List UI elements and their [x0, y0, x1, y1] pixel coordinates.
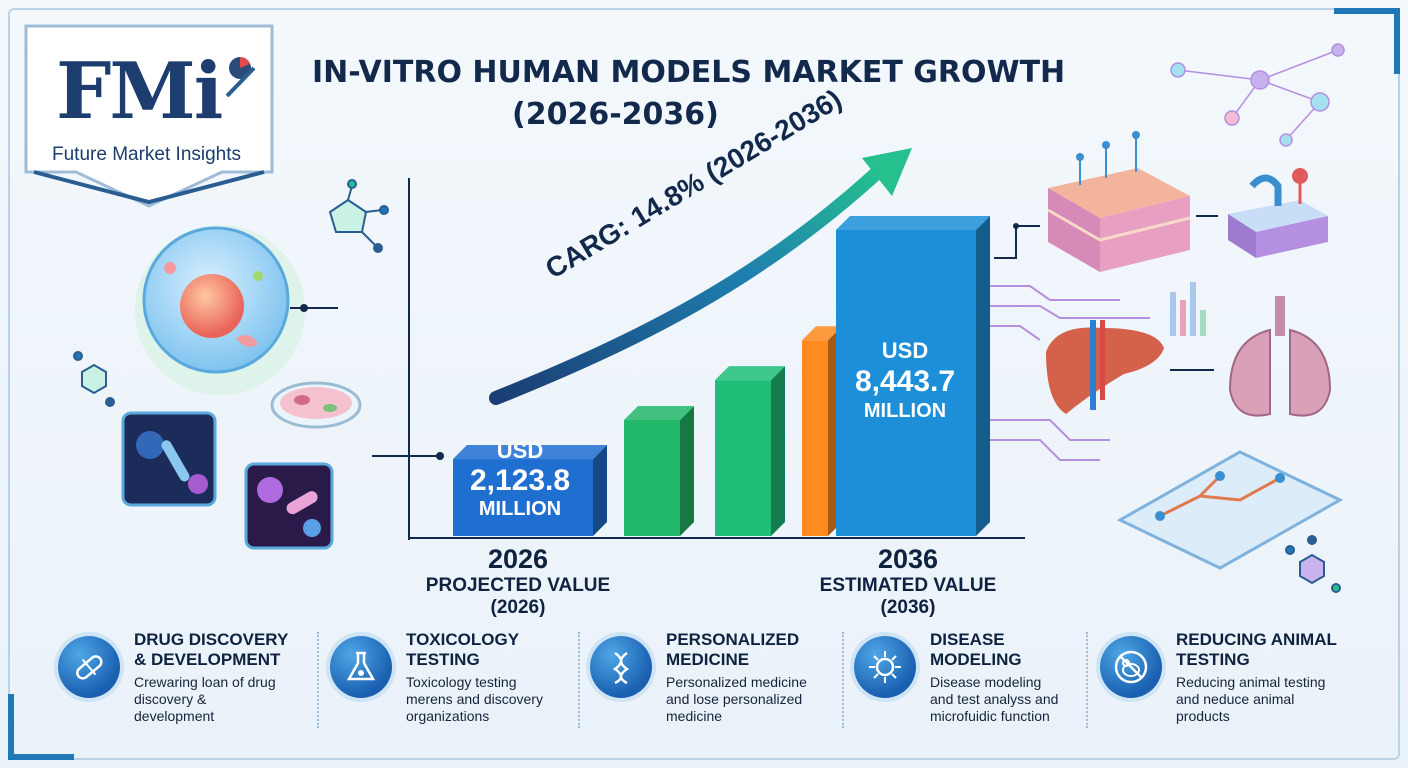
feature-divider — [842, 632, 844, 728]
bar-5 — [836, 216, 990, 536]
mini-bar-chart-illustration — [1170, 282, 1206, 336]
feature-description: Personalized medicine and lose personaliz… — [666, 674, 807, 724]
logo-mark: FMi — [56, 46, 223, 137]
end-year: 2036 — [877, 544, 939, 574]
feature-title: DISEASE MODELING — [930, 630, 1022, 669]
feature-divider — [578, 632, 580, 728]
feature-divider — [317, 632, 319, 728]
start-value-label: USD 2,123.8 MILLION — [455, 438, 585, 521]
feature-title: DRUG DISCOVERY & DEVELOPMENT — [134, 630, 289, 669]
capsule-icon — [58, 636, 120, 698]
logo-badge-shape — [24, 24, 274, 208]
bar-3 — [715, 366, 785, 536]
virus-icon — [854, 636, 916, 698]
feature-personalized-medicine: PERSONALIZED MEDICINE Personalized medici… — [572, 624, 842, 734]
title-line-1: IN-VITRO HUMAN MODELS MARKET GROWTH — [312, 55, 1066, 90]
end-unit: MILLION — [863, 400, 947, 422]
feature-title: REDUCING ANIMAL TESTING — [1176, 630, 1337, 669]
bar-1 — [453, 445, 607, 536]
feature-reducing-animal-testing: REDUCING ANIMAL TESTING Reducing animal t… — [1082, 624, 1372, 734]
feature-description: Disease modeling and test analyss and micr… — [930, 674, 1059, 724]
molecule-icon-left-mid — [73, 351, 115, 407]
end-caption: ESTIMATED VALUE (2036) — [798, 575, 1018, 619]
molecule-icon-bottom-right — [1285, 535, 1341, 593]
end-value-label: USD 8,443.7 MILLION — [836, 338, 974, 423]
page-title: IN-VITRO HUMAN MODELS MARKET GROWTH (202… — [300, 52, 1160, 136]
no-mouse-icon — [1100, 636, 1162, 698]
title-line-2: (2026-2036) — [512, 97, 719, 132]
feature-row: DRUG DISCOVERY & DEVELOPMENT Crewaring lo… — [40, 624, 1380, 744]
feature-drug-discovery: DRUG DISCOVERY & DEVELOPMENT Crewaring lo… — [40, 624, 310, 734]
molecule-icon-left-top — [328, 179, 389, 253]
end-currency: USD — [881, 338, 929, 363]
end-caption-line1: ESTIMATED VALUE — [819, 575, 997, 596]
feature-description: Crewaring loan of drug discovery & develop… — [134, 674, 276, 724]
connector-right-top — [994, 225, 1040, 259]
bar-2 — [624, 406, 694, 536]
microscopy-image-2 — [244, 462, 334, 550]
outer-frame — [8, 8, 1400, 760]
corner-accent-top-right — [1334, 8, 1400, 74]
liver-illustration — [1046, 320, 1164, 414]
feature-title: TOXICOLOGY TESTING — [406, 630, 520, 669]
growth-arrowhead — [862, 148, 912, 196]
cell-illustration — [135, 225, 338, 395]
circuit-lines — [990, 285, 1150, 461]
network-icon-top-right — [1170, 43, 1345, 147]
start-unit: MILLION — [478, 498, 562, 520]
feature-description: Reducing animal testing and neduce animal… — [1176, 674, 1326, 724]
dna-icon — [590, 636, 652, 698]
fmi-logo: FMi Future Market Insights — [22, 22, 276, 210]
end-value: 8,443.7 — [854, 365, 956, 398]
start-value: 2,123.8 — [469, 464, 571, 497]
tissue-block-illustration — [1047, 131, 1191, 272]
organoid-chip-illustration — [1228, 168, 1328, 258]
feature-divider — [1086, 632, 1088, 728]
microfluidic-chip-illustration — [1116, 450, 1344, 570]
end-caption-line2: (2036) — [880, 597, 936, 618]
feature-title: PERSONALIZED MEDICINE — [666, 630, 800, 669]
start-currency: USD — [496, 438, 544, 463]
bars-group — [453, 216, 990, 536]
growth-arrow — [489, 163, 887, 405]
feature-disease-modeling: DISEASE MODELING Disease modeling and test… — [836, 624, 1106, 734]
microscopy-image-1 — [121, 411, 217, 507]
logo-subtitle: Future Market Insights — [52, 144, 242, 165]
flask-icon — [330, 636, 392, 698]
lungs-illustration — [1228, 296, 1332, 417]
petri-dish-illustration — [270, 381, 362, 429]
feature-description: Toxicology testing merens and discovery or… — [406, 674, 543, 724]
start-caption-line1: PROJECTED VALUE — [425, 575, 611, 596]
feature-toxicology: TOXICOLOGY TESTING Toxicology testing mere… — [312, 624, 582, 734]
start-year: 2026 — [487, 544, 549, 574]
start-caption: PROJECTED VALUE (2026) — [408, 575, 628, 619]
start-caption-line2: (2026) — [490, 597, 546, 618]
corner-accent-bottom-left — [8, 694, 74, 760]
